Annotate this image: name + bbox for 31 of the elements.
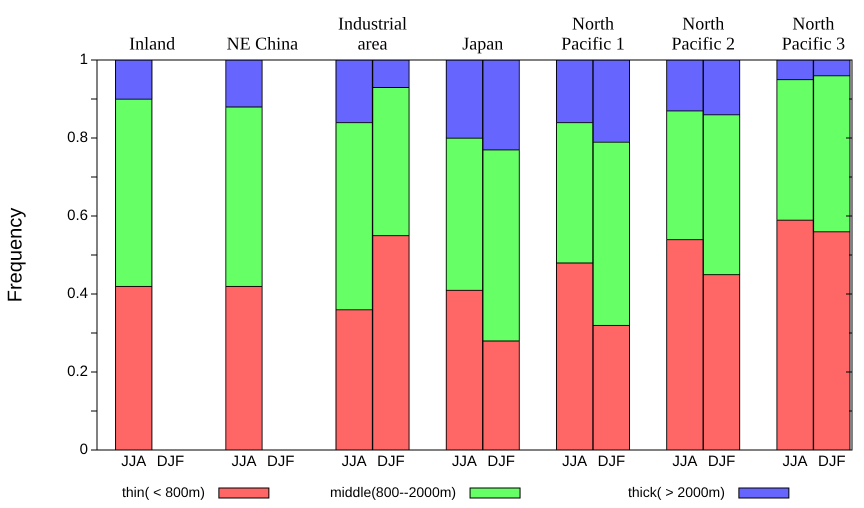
x-tick-label: DJF	[266, 453, 294, 470]
x-tick-label: DJF	[156, 453, 184, 470]
x-tick-label: JJA	[782, 453, 808, 470]
y-tick-label: 1	[80, 51, 88, 68]
text: North Pacific 1	[561, 14, 625, 54]
text: Japan	[462, 34, 504, 54]
text: NE China	[226, 34, 298, 54]
x-tick-label: JJA	[231, 453, 256, 470]
legend-label: thick( > 2000m)	[628, 484, 725, 500]
x-tick-label: JJA	[672, 453, 698, 470]
x-tick-label: JJA	[342, 453, 367, 470]
x-tick-label: DJF	[818, 453, 846, 470]
y-tick-label: 0	[80, 441, 88, 458]
legend-label: middle(800--2000m)	[330, 484, 456, 500]
y-tick-label: 0.6	[67, 207, 88, 224]
text: North Pacific 2	[671, 14, 735, 54]
y-tick-label: 0.8	[67, 129, 88, 146]
x-tick-label: JJA	[562, 453, 588, 470]
y-axis-title: Frequency	[4, 208, 27, 302]
x-tick-label: DJF	[708, 453, 736, 470]
legend-label: thin( < 800m)	[122, 484, 205, 500]
x-tick-label: JJA	[121, 453, 146, 470]
text: North Pacific 3	[782, 14, 846, 54]
y-tick-label: 0.4	[67, 285, 88, 302]
text: Industrial area	[338, 14, 408, 54]
x-tick-label: DJF	[377, 453, 405, 470]
x-tick-label: DJF	[598, 453, 626, 470]
y-tick-label: 0.2	[67, 363, 88, 380]
x-tick-label: JJA	[452, 453, 477, 470]
x-tick-label: DJF	[487, 453, 515, 470]
text: Inland	[129, 34, 176, 54]
